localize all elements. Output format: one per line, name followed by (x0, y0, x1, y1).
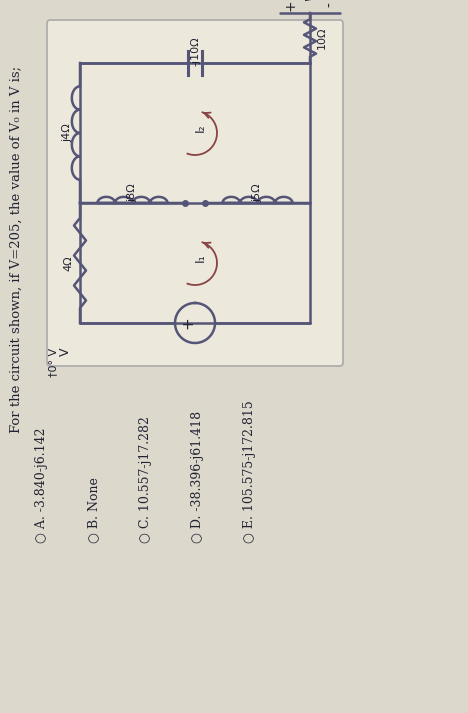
Text: ○ D. -38.396-j61.418: ○ D. -38.396-j61.418 (191, 411, 204, 543)
Text: +: + (283, 0, 297, 11)
Text: 4Ω: 4Ω (63, 255, 73, 271)
Text: ○ A. -3.840-j6.142: ○ A. -3.840-j6.142 (35, 428, 48, 543)
Text: ○ B. None: ○ B. None (87, 477, 100, 543)
FancyBboxPatch shape (47, 20, 343, 366)
Text: j4Ω: j4Ω (62, 123, 72, 143)
Text: V₀: V₀ (305, 0, 315, 1)
Text: ○ E. 105.575-j172.815: ○ E. 105.575-j172.815 (243, 400, 256, 543)
Text: I₂: I₂ (193, 123, 206, 133)
Text: +: + (181, 317, 196, 329)
Text: 10Ω: 10Ω (317, 27, 327, 49)
Text: ○ C. 10.557-j17.282: ○ C. 10.557-j17.282 (139, 416, 152, 543)
Text: j8Ω: j8Ω (127, 184, 138, 202)
Text: I₁: I₁ (193, 254, 206, 262)
Text: †0° V: †0° V (48, 348, 58, 377)
Text: -: - (323, 3, 337, 7)
Text: j5Ω: j5Ω (253, 184, 263, 202)
Text: V: V (58, 348, 72, 356)
Text: For the circuit shown, if V=205, the value of V₀ in V is;: For the circuit shown, if V=205, the val… (10, 66, 23, 433)
Text: -j10Ω: -j10Ω (190, 36, 200, 66)
